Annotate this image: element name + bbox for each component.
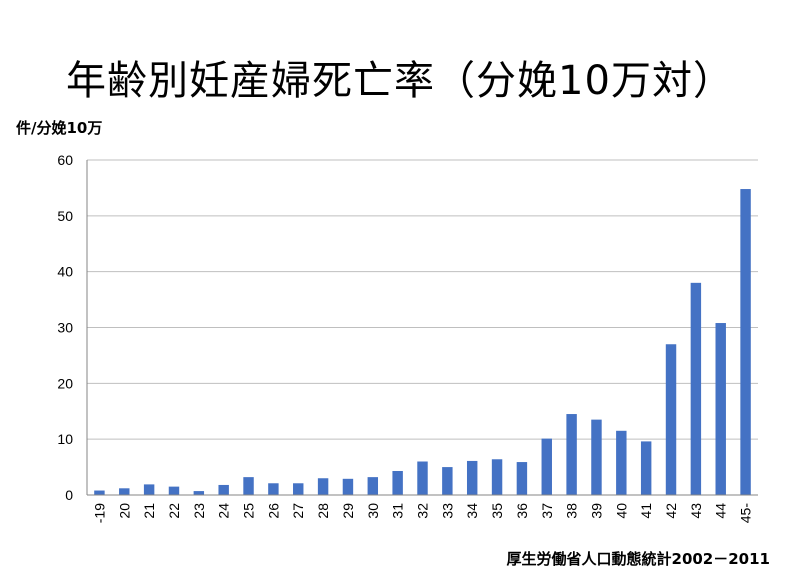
x-tick-label: 22 <box>166 503 182 519</box>
bar-35 <box>491 459 503 495</box>
x-tick-label: 39 <box>588 503 604 519</box>
bar-24 <box>218 484 229 495</box>
axes <box>86 160 758 496</box>
bar-25 <box>243 477 254 495</box>
bar-22 <box>168 486 180 495</box>
x-tick-label: 23 <box>191 503 207 519</box>
x-tick-label: 32 <box>415 503 431 519</box>
x-tick-label: 29 <box>340 503 356 519</box>
source-note: 厚生労働省人口動態統計2002－2011 <box>506 550 771 568</box>
x-tick-label: 26 <box>265 503 281 519</box>
x-tick-label: 31 <box>390 503 406 519</box>
bar-34 <box>466 460 478 495</box>
bar-29 <box>342 478 354 495</box>
x-tick-label: 27 <box>290 503 306 519</box>
bar-39 <box>591 419 602 495</box>
x-tick-label: 25 <box>241 503 257 519</box>
x-tick-label: 44 <box>713 503 729 519</box>
bar-38 <box>566 414 577 495</box>
x-tick-label: 28 <box>315 503 331 519</box>
y-tick-label: 0 <box>65 487 73 503</box>
bar-30 <box>367 477 379 495</box>
bars <box>94 189 751 496</box>
x-tick-label: 37 <box>539 503 555 519</box>
y-tick-label: 40 <box>57 264 73 280</box>
bar-41 <box>640 441 652 495</box>
x-tick-label: 40 <box>613 503 629 519</box>
bar-45- <box>740 189 751 496</box>
y-axis-label: 件/分娩10万 <box>16 119 103 137</box>
bar-37 <box>541 438 552 495</box>
bar-27 <box>293 483 304 495</box>
x-tick-label: 35 <box>489 503 505 519</box>
x-tick-label: 24 <box>216 503 232 519</box>
y-tick-label: 60 <box>57 152 73 168</box>
bar-43 <box>690 282 702 495</box>
bar--19 <box>94 490 105 495</box>
bar-42 <box>665 344 677 495</box>
x-tick-labels: -19 20 21 22 23 24 25 26 27 28 29 30 31 32 33 34 35 36 37 3… <box>91 503 753 524</box>
x-tick-label: 34 <box>464 503 480 519</box>
bar-23 <box>193 491 205 495</box>
bar-36 <box>516 462 528 495</box>
bar-21 <box>143 484 155 495</box>
chart-title: 年齢別妊産婦死亡率（分娩10万対） <box>66 58 734 104</box>
x-tick-label: 36 <box>514 503 530 519</box>
y-tick-label: 10 <box>57 431 73 447</box>
x-tick-label: -19 <box>91 503 107 523</box>
bar-40 <box>616 430 627 495</box>
x-tick-label: 21 <box>141 503 157 519</box>
x-tick-label: 45- <box>738 503 754 524</box>
x-tick-label: 30 <box>365 503 381 519</box>
bar-33 <box>442 467 453 495</box>
bar-31 <box>392 470 403 495</box>
x-tick-label: 33 <box>439 503 455 519</box>
x-tick-label: 41 <box>638 503 654 519</box>
y-tick-label: 20 <box>57 375 73 391</box>
x-tick-label: 42 <box>663 503 679 519</box>
y-tick-label: 30 <box>57 320 73 336</box>
x-tick-label: 43 <box>688 503 704 519</box>
y-tick-label: 50 <box>57 208 73 224</box>
gridlines <box>87 159 758 440</box>
bar-44 <box>715 323 726 495</box>
bar-20 <box>119 488 130 495</box>
bar-28 <box>317 478 329 495</box>
x-tick-label: 38 <box>564 503 580 519</box>
x-tick-label: 20 <box>116 503 132 519</box>
bar-32 <box>417 461 428 495</box>
y-tick-labels: 0 10 20 30 40 50 60 <box>57 152 73 503</box>
bar-26 <box>268 483 279 495</box>
